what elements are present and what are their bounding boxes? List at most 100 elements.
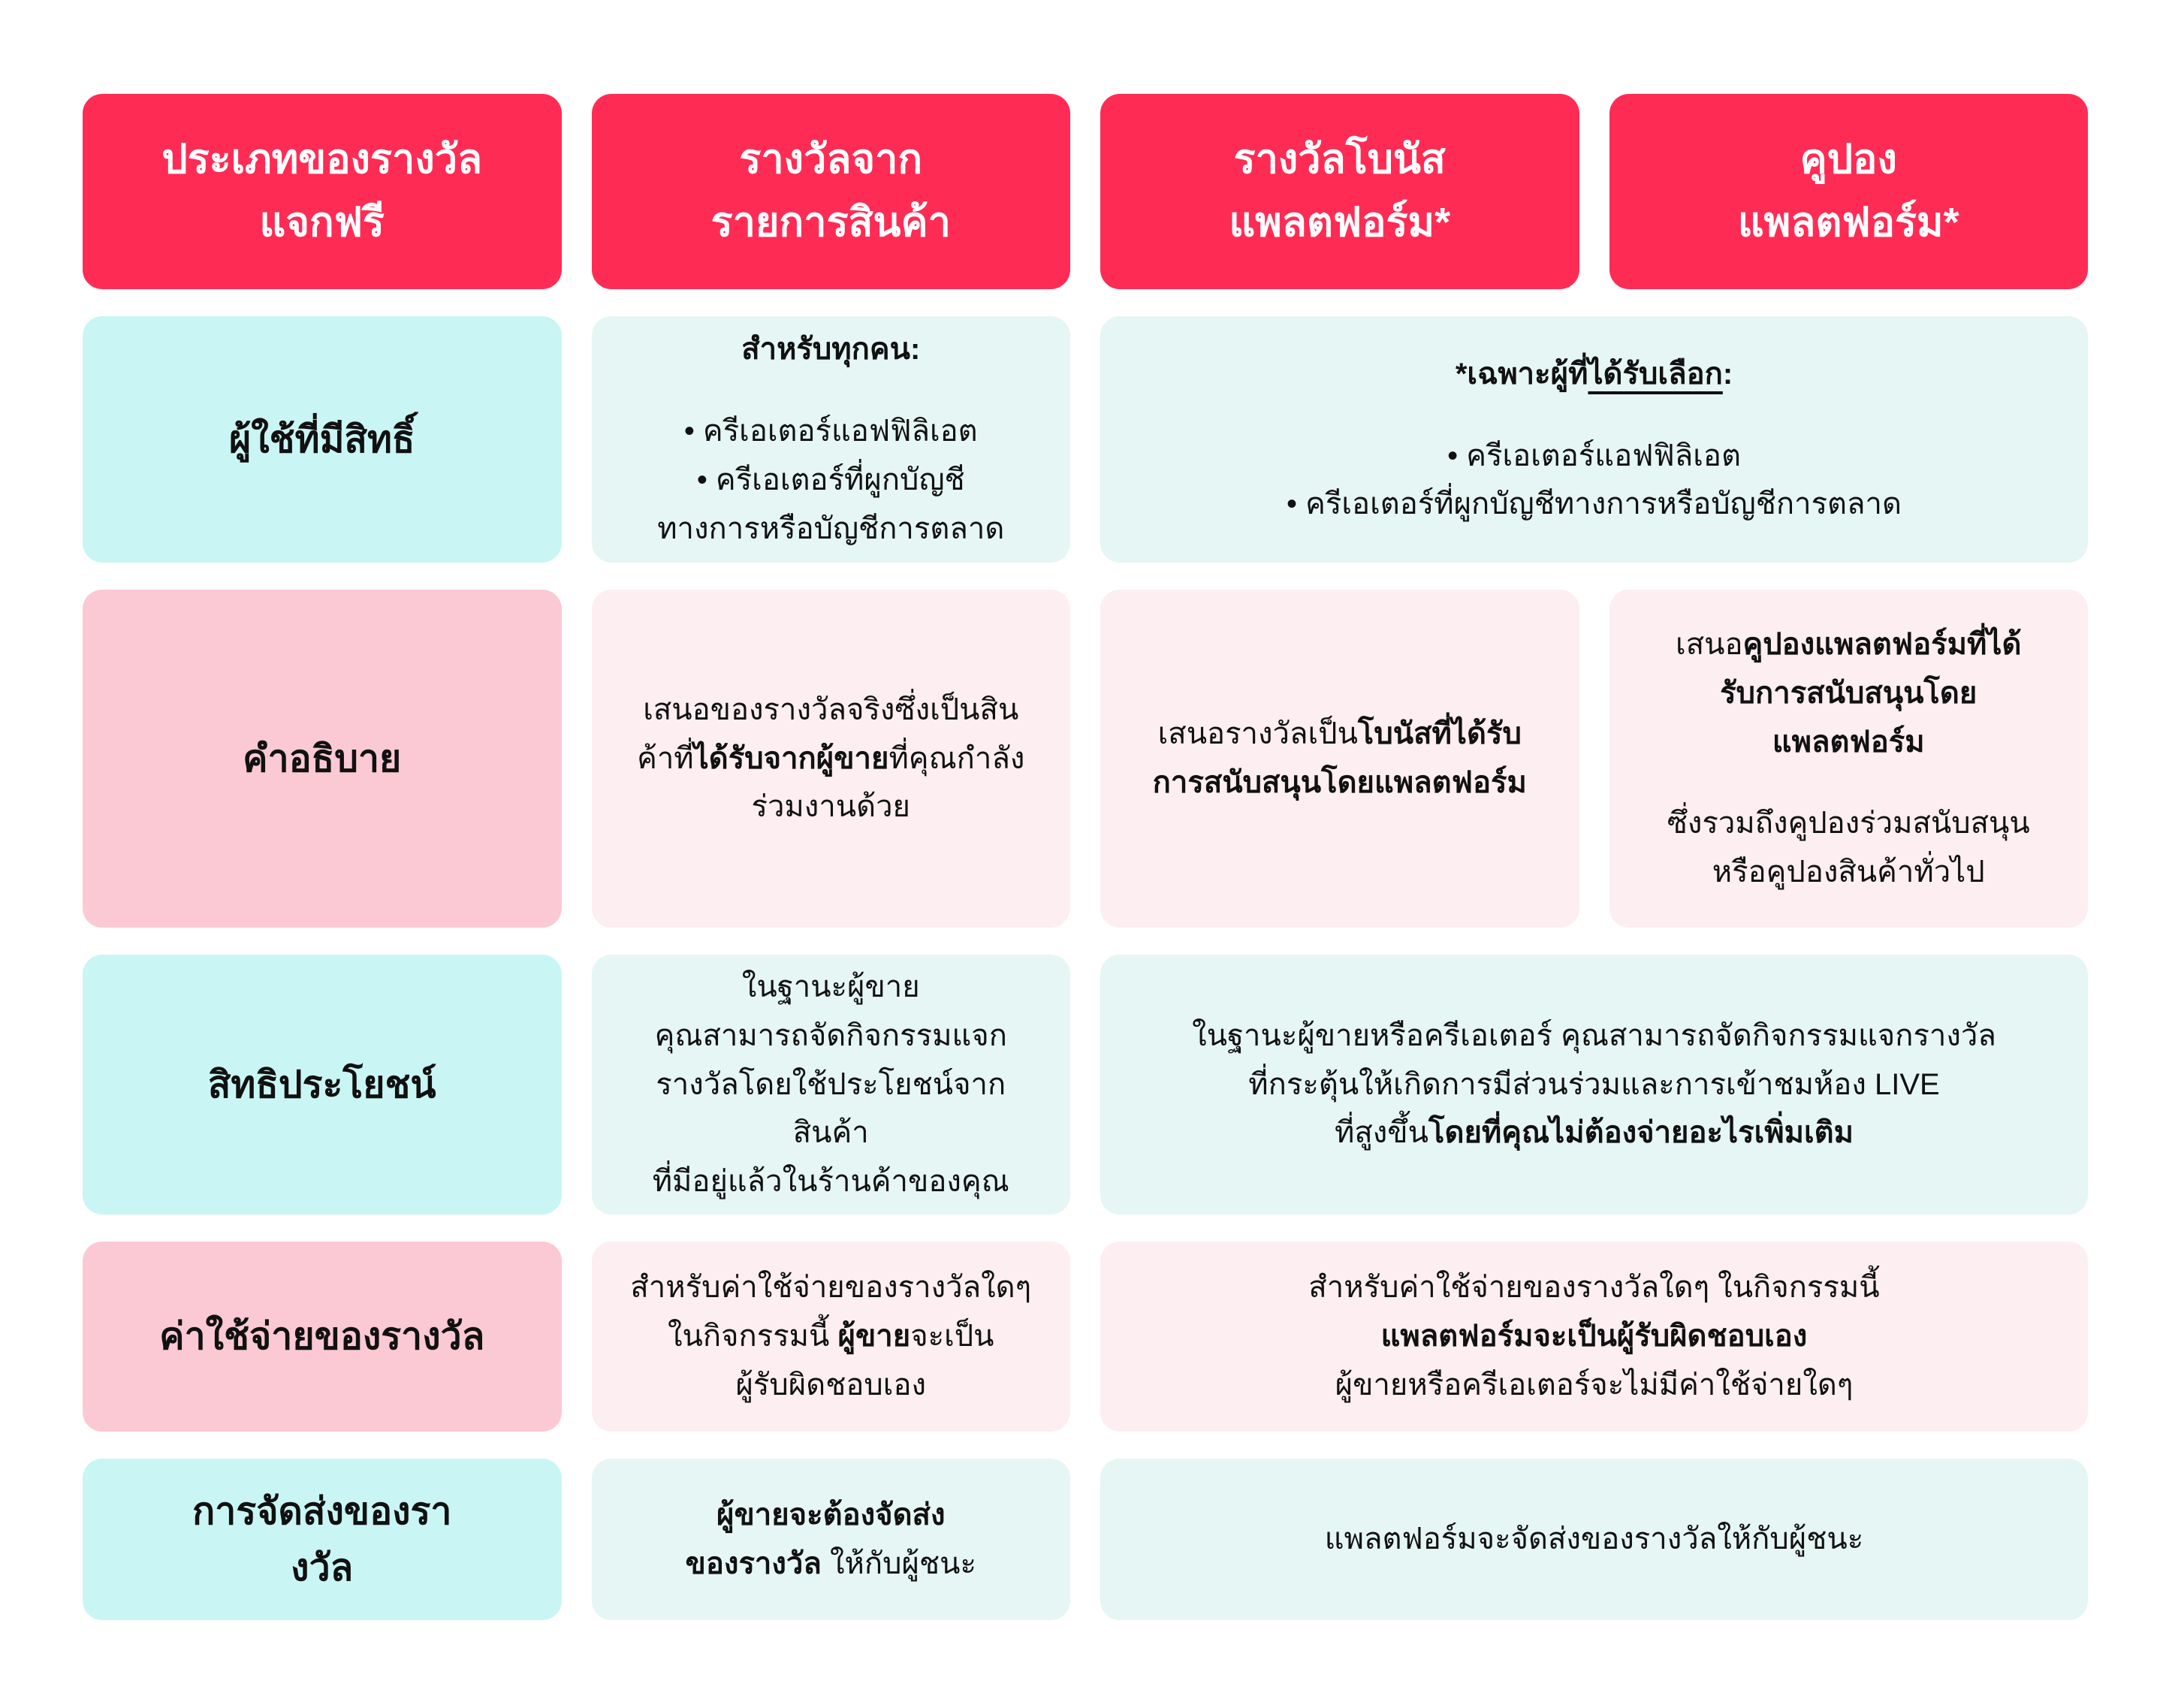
text-line: *เฉพาะผู้ที่ได้รับเลือก: [1456, 350, 1733, 399]
header-line: รายการสินค้า [710, 200, 951, 245]
text-line: สำหรับค่าใช้จ่ายของรางวัลใดๆ [630, 1263, 1031, 1312]
row-label-description: คำอธิบาย [83, 590, 562, 928]
text-segment: ร่วมงานด้วย [751, 790, 910, 824]
text-segment: ในฐานะผู้ขายหรือครีเอเตอร์ คุณสามารถจัดก… [1192, 1018, 1996, 1052]
text-segment: สำหรับค่าใช้จ่ายของรางวัลใดๆ ในกิจกรรมนี… [1308, 1271, 1880, 1305]
row-label-line: ผู้ใช้ที่มีสิทธิ์ [228, 418, 415, 460]
row-label-reward-delivery: การจัดส่งของรางวัล [83, 1459, 562, 1620]
text-block: สำหรับค่าใช้จ่ายของรางวัลใดๆในกิจกรรมนี้… [630, 1263, 1031, 1409]
text-line: เสนอของรางวัลจริงซึ่งเป็นสิน [637, 686, 1024, 735]
text-segment: • ครีเอเตอร์แอฟฟิลิเอต [1447, 439, 1741, 472]
content-cell-reward-delivery: ผู้ขายจะต้องจัดส่ง ของรางวัล ให้กับผู้ชนะ [591, 1459, 1070, 1620]
row-label-eligible-users: ผู้ใช้ที่มีสิทธิ์ [83, 316, 562, 563]
text-segment: ในกิจกรรมนี้ [667, 1320, 838, 1353]
text-block: สำหรับทุกคน: [741, 325, 920, 374]
text-block: *เฉพาะผู้ที่ได้รับเลือก: [1456, 350, 1733, 399]
text-line: หรือคูปองสินค้าทั่วไป [1667, 848, 2030, 897]
text-segment: ได้รับเลือก [1588, 357, 1723, 391]
row-label-line: การจัดส่งของรา [192, 1489, 452, 1532]
content-cell-reward-cost: สำหรับค่าใช้จ่ายของรางวัลใดๆ ในกิจกรรมนี… [1100, 1242, 2088, 1432]
content-cell-eligible-users: สำหรับทุกคน: • ครีเอเตอร์แอฟฟิลิเอต • ครีเ… [591, 316, 1070, 563]
text-segment: ให้กับผู้ชนะ [821, 1547, 976, 1580]
text-block: • ครีเอเตอร์แอฟฟิลิเอต • ครีเอเตอร์ที่ผูก… [1287, 432, 1902, 530]
text-segment: แพลตฟอร์มจะจัดส่งของรางวัลให้กับผู้ชนะ [1324, 1522, 1864, 1556]
content-cell-reward-cost: สำหรับค่าใช้จ่ายของรางวัลใดๆในกิจกรรมนี้… [591, 1242, 1070, 1432]
comparison-table: ประเภทของรางวัล แจกฟรี รางวัลจาก รายการส… [83, 94, 2088, 1620]
text-segment: แพลตฟอร์ม [1772, 725, 1925, 759]
text-line: ในฐานะผู้ขาย [628, 963, 1035, 1012]
header-line: ประเภทของรางวัล [161, 137, 483, 183]
text-segment: สำหรับค่าใช้จ่ายของรางวัลใดๆ [630, 1271, 1032, 1305]
text-segment: ได้รับจากผู้ขาย [693, 741, 889, 775]
text-segment: ของรางวัล [685, 1547, 822, 1580]
text-line: รับการสนับสนุนโดย [1676, 669, 2021, 718]
text-segment: ผู้ขาย [837, 1320, 911, 1353]
content-cell-benefits: ในฐานะผู้ขายหรือครีเอเตอร์ คุณสามารถจัดก… [1100, 955, 2088, 1215]
text-segment: ค้าที่ [637, 741, 694, 775]
text-segment: เสนอ [1676, 628, 1743, 661]
text-segment: การสนับสนุนโดยแพลตฟอร์ม [1152, 766, 1527, 799]
text-block: สำหรับค่าใช้จ่ายของรางวัลใดๆ ในกิจกรรมนี… [1308, 1263, 1879, 1409]
text-line: การสนับสนุนโดยแพลตฟอร์ม [1153, 759, 1527, 807]
text-segment: ทางการหรือบัญชีการตลาด [657, 511, 1005, 545]
text-segment: โดยที่คุณไม่ต้องจ่ายอะไรเพิ่มเติม [1428, 1116, 1854, 1150]
text-segment: เสนอของรางวัลจริงซึ่งเป็นสิน [643, 693, 1019, 726]
text-block: ในฐานะผู้ขายหรือครีเอเตอร์ คุณสามารถจัดก… [1192, 1012, 1996, 1157]
text-segment: รับการสนับสนุนโดย [1720, 676, 1977, 710]
text-segment: • ครีเอเตอร์ที่ผูกบัญชีทางการหรือบัญชีกา… [1287, 487, 1902, 521]
text-line: แพลตฟอร์มจะจัดส่งของรางวัลให้กับผู้ชนะ [1325, 1515, 1863, 1564]
text-line: ผู้ขายหรือครีเอเตอร์จะไม่มีค่าใช้จ่ายใดๆ [1308, 1361, 1879, 1410]
text-segment: คูปองแพลตฟอร์มที่ได้ [1742, 628, 2022, 661]
text-segment: ที่คุณกำลัง [888, 741, 1025, 775]
text-segment: แพลตฟอร์มจะเป็นผู้รับผิดชอบเอง [1380, 1320, 1808, 1353]
text-line: ที่สูงขึ้นโดยที่คุณไม่ต้องจ่ายอะไรเพิ่มเ… [1192, 1109, 1996, 1157]
text-block: เสนอของรางวัลจริงซึ่งเป็นสินค้าที่ได้รับ… [637, 686, 1024, 831]
header-cell-reward-type: ประเภทของรางวัล แจกฟรี [83, 94, 562, 289]
text-line: • ครีเอเตอร์ที่ผูกบัญชี [657, 456, 1004, 505]
text-block: ซึ่งรวมถึงคูปองร่วมสนับสนุนหรือคูปองสินค… [1667, 799, 2030, 897]
row-label-benefits: สิทธิประโยชน์ [83, 955, 562, 1215]
text-line: ร่วมงานด้วย [637, 783, 1024, 831]
header-line: แพลตฟอร์ม* [1229, 200, 1451, 245]
text-line: ในฐานะผู้ขายหรือครีเอเตอร์ คุณสามารถจัดก… [1192, 1012, 1996, 1061]
content-cell-description: เสนอของรางวัลจริงซึ่งเป็นสินค้าที่ได้รับ… [591, 590, 1070, 928]
text-segment: คุณสามารถจัดกิจกรรมแจก [654, 1018, 1007, 1052]
text-line: ที่มีอยู่แล้วในร้านค้าของคุณ [628, 1157, 1035, 1206]
row-label-reward-cost: ค่าใช้จ่ายของรางวัล [83, 1242, 562, 1432]
text-line: รางวัลโดยใช้ประโยชน์จากสินค้า [628, 1061, 1035, 1158]
row-label-line: คำอธิบาย [243, 737, 402, 780]
text-segment: *เฉพาะผู้ที่ [1455, 357, 1588, 391]
text-line: ผู้ขายจะต้องจัดส่ง [686, 1491, 976, 1540]
text-segment: • ครีเอเตอร์แอฟฟิลิเอต [683, 415, 978, 448]
text-segment: ซึ่งรวมถึงคูปองร่วมสนับสนุน [1667, 807, 2030, 840]
content-cell-description: เสนอรางวัลเป็นโบนัสที่ได้รับการสนับสนุนโ… [1100, 590, 1579, 928]
text-line: เสนอรางวัลเป็นโบนัสที่ได้รับ [1153, 710, 1527, 759]
text-segment: ผู้ขายหรือครีเอเตอร์จะไม่มีค่าใช้จ่ายใดๆ [1335, 1368, 1854, 1402]
text-block: เสนอคูปองแพลตฟอร์มที่ได้รับการสนับสนุนโด… [1676, 620, 2021, 766]
text-segment: หรือคูปองสินค้าทั่วไป [1712, 856, 1985, 889]
text-line: แพลตฟอร์ม [1676, 718, 2021, 767]
header-cell-platform-bonus: รางวัลโบนัส แพลตฟอร์ม* [1100, 94, 1579, 289]
text-line: • ครีเอเตอร์แอฟฟิลิเอต [657, 407, 1004, 456]
text-block: ในฐานะผู้ขายคุณสามารถจัดกิจกรรมแจกรางวัล… [628, 963, 1035, 1206]
text-line: ค้าที่ได้รับจากผู้ขายที่คุณกำลัง [637, 735, 1024, 783]
text-line: สำหรับทุกคน: [741, 325, 920, 374]
text-block: • ครีเอเตอร์แอฟฟิลิเอต • ครีเอเตอร์ที่ผูก… [657, 407, 1004, 553]
text-line: สำหรับค่าใช้จ่ายของรางวัลใดๆ ในกิจกรรมนี… [1308, 1263, 1879, 1312]
row-label-line: งวัล [291, 1546, 354, 1589]
text-segment: จะเป็น [910, 1320, 994, 1353]
text-segment: ผู้รับผิดชอบเอง [735, 1368, 926, 1402]
text-segment: • ครีเอเตอร์ที่ผูกบัญชี [696, 463, 965, 496]
content-cell-benefits: ในฐานะผู้ขายคุณสามารถจัดกิจกรรมแจกรางวัล… [591, 955, 1070, 1215]
content-cell-description: เสนอคูปองแพลตฟอร์มที่ได้รับการสนับสนุนโด… [1609, 590, 2088, 928]
text-line: • ครีเอเตอร์แอฟฟิลิเอต [1287, 432, 1902, 481]
header-line: รางวัลโบนัส [1233, 137, 1446, 183]
text-segment: ที่มีอยู่แล้วในร้านค้าของคุณ [652, 1165, 1009, 1199]
text-line: เสนอคูปองแพลตฟอร์มที่ได้ [1676, 620, 2021, 669]
text-segment: : [1722, 357, 1733, 391]
header-cell-platform-coupon: คูปอง แพลตฟอร์ม* [1609, 94, 2088, 289]
text-line: ของรางวัล ให้กับผู้ชนะ [686, 1540, 976, 1589]
text-line: ซึ่งรวมถึงคูปองร่วมสนับสนุน [1667, 799, 2030, 848]
text-line: ผู้รับผิดชอบเอง [630, 1361, 1031, 1410]
